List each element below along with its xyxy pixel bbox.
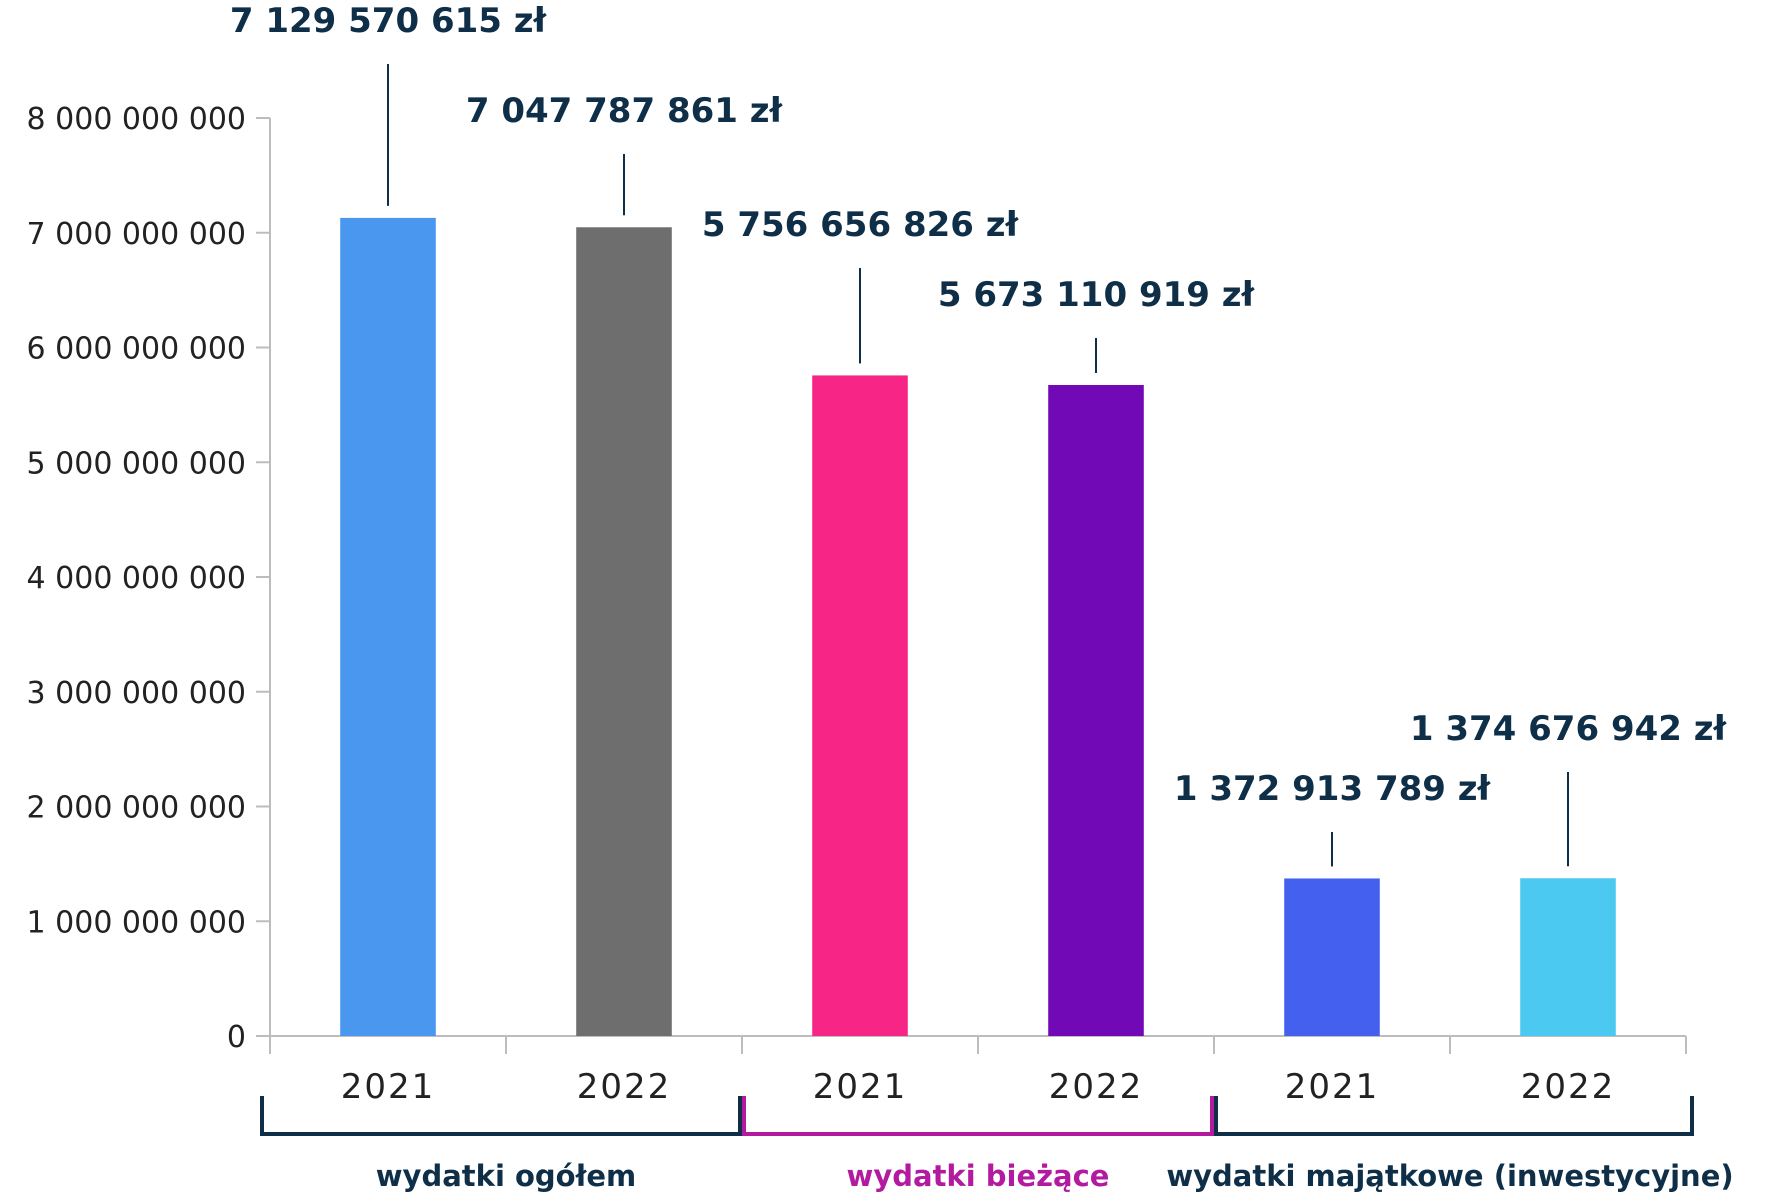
data-label: 5 756 656 826 zł <box>702 205 1020 245</box>
data-label: 1 372 913 789 zł <box>1174 769 1492 809</box>
bar-1-2021 <box>340 217 436 1036</box>
y-tick-label: 8 000 000 000 <box>27 102 246 137</box>
group-bracket <box>742 1096 1214 1136</box>
y-tick-label: 6 000 000 000 <box>27 332 246 367</box>
group-label: wydatki majątkowe (inwestycyjne) <box>1166 1159 1733 1192</box>
y-tick-label: 3 000 000 000 <box>27 676 246 711</box>
x-category-label: 2021 <box>341 1067 436 1107</box>
y-tick-label: 1 000 000 000 <box>27 905 246 940</box>
y-tick-label: 5 000 000 000 <box>27 446 246 481</box>
group-bracket <box>260 1096 742 1136</box>
bar-3-2021 <box>1284 878 1380 1036</box>
data-label: 7 047 787 861 zł <box>466 91 784 131</box>
y-tick-label: 4 000 000 000 <box>27 561 246 596</box>
bar-1-2022 <box>576 227 672 1036</box>
x-category-label: 2021 <box>813 1067 908 1107</box>
y-tick-label: 2 000 000 000 <box>27 791 246 826</box>
bar-2-2022 <box>1048 385 1144 1037</box>
group-bracket <box>1214 1096 1694 1136</box>
group-label: wydatki ogółem <box>376 1159 636 1192</box>
bar-3-2022 <box>1520 878 1616 1036</box>
data-label: 1 374 676 942 zł <box>1410 709 1728 749</box>
x-category-label: 2022 <box>1049 1067 1144 1107</box>
y-tick-label: 7 000 000 000 <box>27 217 246 252</box>
x-category-label: 2022 <box>1521 1067 1616 1107</box>
y-tick-label: 0 <box>227 1020 246 1055</box>
group-label: wydatki bieżące <box>847 1159 1110 1192</box>
data-label: 5 673 110 919 zł <box>938 275 1256 315</box>
x-category-label: 2022 <box>577 1067 672 1107</box>
data-label: 7 129 570 615 zł <box>230 1 548 41</box>
x-category-label: 2021 <box>1285 1067 1380 1107</box>
bar-2-2021 <box>812 375 908 1037</box>
